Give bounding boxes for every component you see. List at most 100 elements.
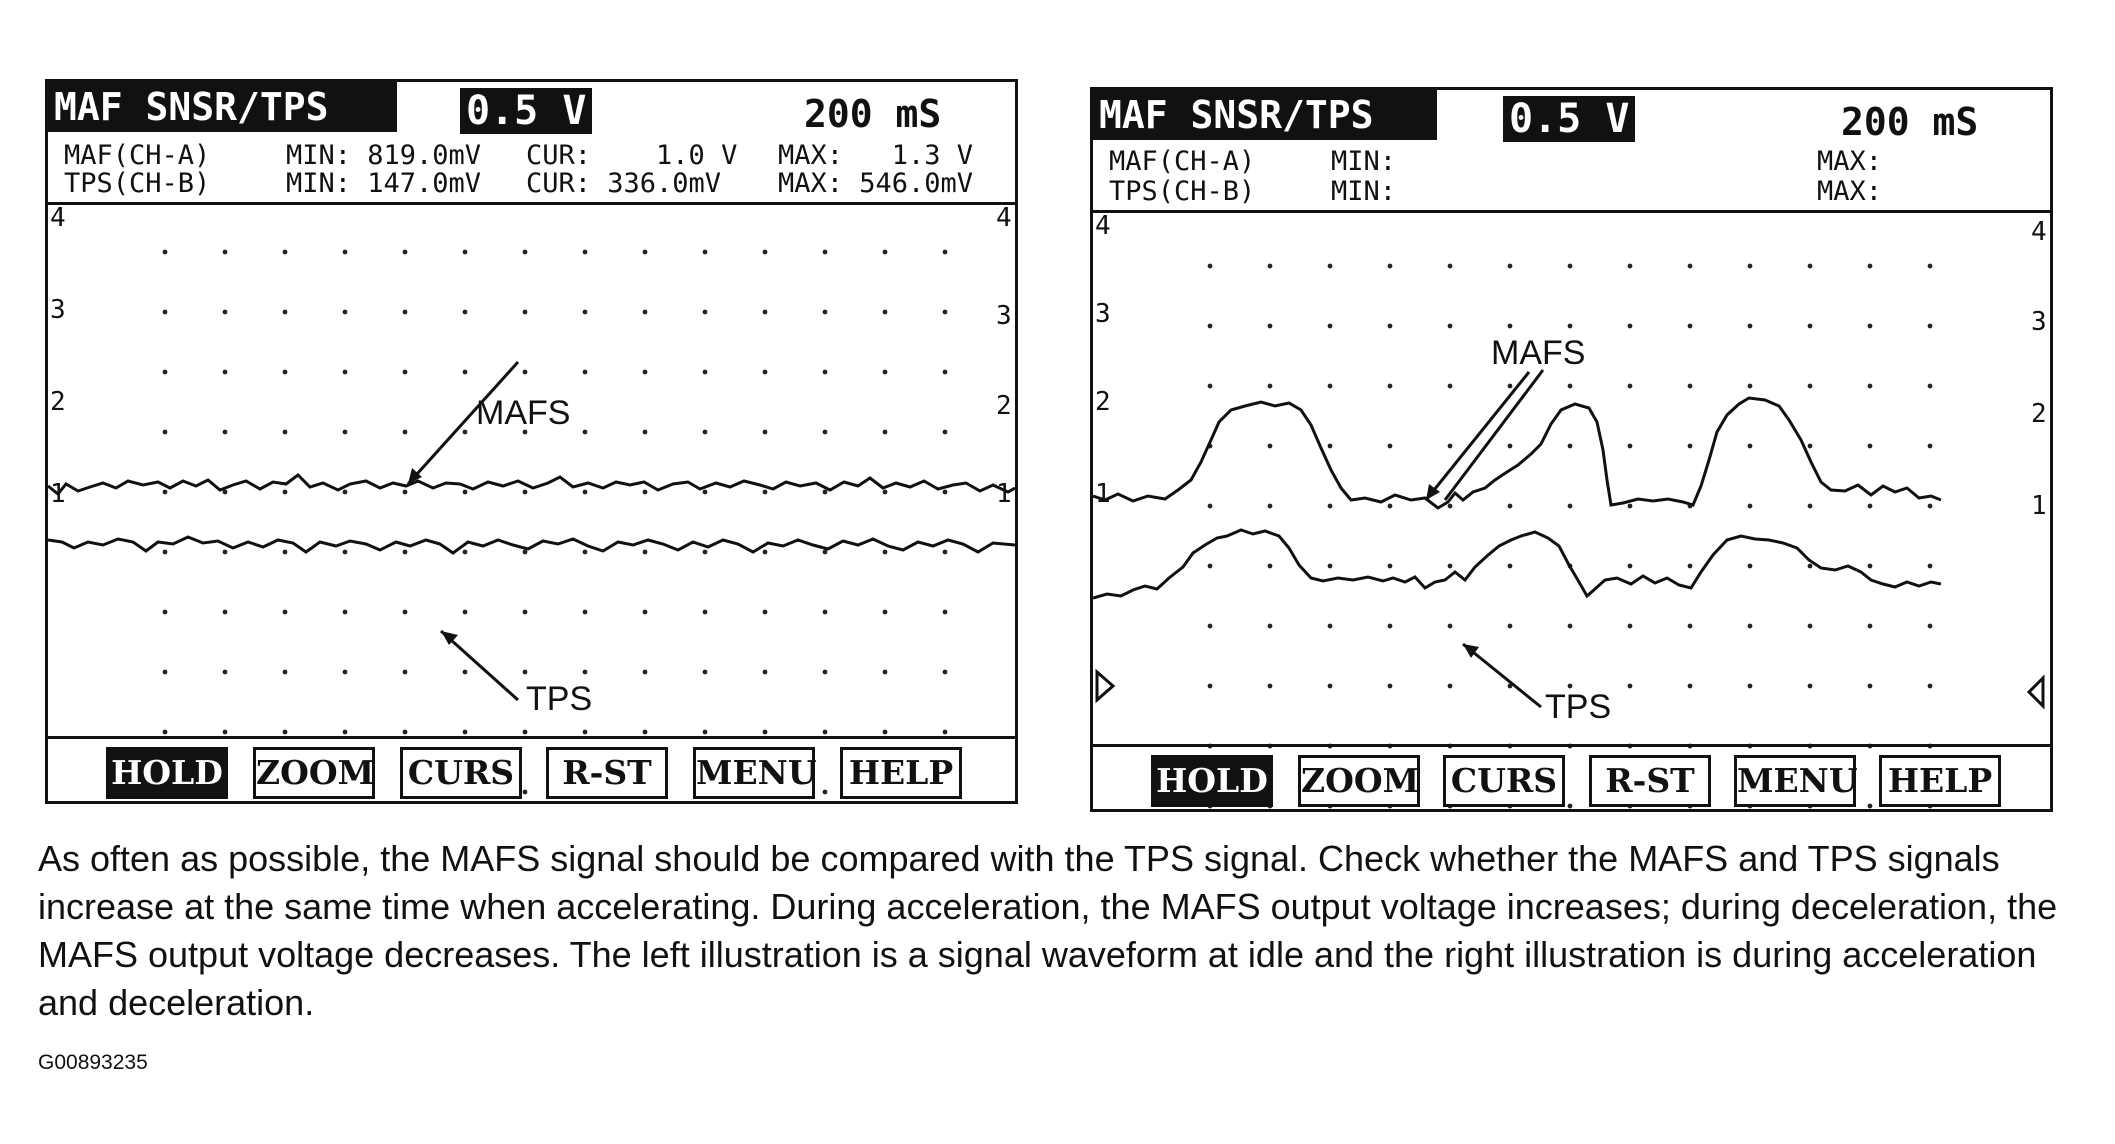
grid-dot xyxy=(222,429,228,435)
grid-dot xyxy=(1387,383,1393,389)
grid-dot xyxy=(282,489,288,495)
grid-dot xyxy=(1447,383,1453,389)
grid-dot xyxy=(762,549,768,555)
grid-dot xyxy=(762,369,768,375)
help-button[interactable]: HELP xyxy=(840,747,962,799)
grid-dot xyxy=(402,489,408,495)
grid-dot xyxy=(882,309,888,315)
grid-dot xyxy=(1207,263,1213,269)
grid-dot xyxy=(1627,263,1633,269)
grid-dot xyxy=(1927,443,1933,449)
grid-dot xyxy=(1867,503,1873,509)
right-scale-1: 1 xyxy=(2031,491,2047,521)
left-scale-1: 1 xyxy=(1095,479,1111,509)
grid-dot xyxy=(162,489,168,495)
grid-dot xyxy=(762,309,768,315)
grid-dot xyxy=(342,249,348,255)
grid-dot xyxy=(1627,323,1633,329)
grid-dot xyxy=(702,429,708,435)
grid-dot xyxy=(282,369,288,375)
grid-dot xyxy=(882,429,888,435)
grid-dot xyxy=(1507,623,1513,629)
grid-dot xyxy=(462,669,468,675)
timebase: 200 mS xyxy=(804,92,942,136)
curs-button[interactable]: CURS xyxy=(400,747,522,799)
waveform-plot: 4 3 2 1 4 3 2 1 MAFS TPS xyxy=(1093,210,2050,827)
grid-dot xyxy=(1267,383,1273,389)
grid-dot xyxy=(522,309,528,315)
r-st-button[interactable]: R-ST xyxy=(1589,755,1711,807)
grid-dot xyxy=(1327,683,1333,689)
grid-dot xyxy=(1327,323,1333,329)
grid-dot xyxy=(822,249,828,255)
r-st-button[interactable]: R-ST xyxy=(546,747,668,799)
channel-b-label: TPS(CH-B) xyxy=(1109,176,1256,207)
grid-dot xyxy=(1867,623,1873,629)
grid-dot xyxy=(642,429,648,435)
grid-dot xyxy=(1387,263,1393,269)
grid-dot xyxy=(1207,383,1213,389)
grid-dot xyxy=(1447,623,1453,629)
grid-dot xyxy=(642,309,648,315)
scope-header: MAF SNSR/TPS 0.5 V 200 mS MAF(CH-A) MIN:… xyxy=(48,82,1015,205)
grid-dot xyxy=(1567,443,1573,449)
grid-dot xyxy=(1627,683,1633,689)
grid-dot xyxy=(282,609,288,615)
hold-button[interactable]: HOLD xyxy=(1151,755,1273,807)
grid-dot xyxy=(222,549,228,555)
grid-dot xyxy=(822,729,828,735)
grid-dot xyxy=(702,609,708,615)
grid-dot xyxy=(882,729,888,735)
grid-dot xyxy=(1567,803,1573,809)
grid-dot xyxy=(222,309,228,315)
channel-b-max: MAX: xyxy=(1817,176,1883,207)
tps-label: TPS xyxy=(1545,688,1611,726)
grid-dot xyxy=(702,489,708,495)
grid-dot xyxy=(942,549,948,555)
zoom-button[interactable]: ZOOM xyxy=(1298,755,1420,807)
grid-dot xyxy=(1747,503,1753,509)
grid-dot xyxy=(1807,623,1813,629)
left-scale-2: 2 xyxy=(50,387,66,417)
grid-dot xyxy=(702,369,708,375)
mafs-trace xyxy=(48,473,1015,497)
grid-dot xyxy=(822,549,828,555)
grid-dot xyxy=(1267,323,1273,329)
grid-dot xyxy=(402,309,408,315)
grid-dot xyxy=(462,309,468,315)
grid-dot xyxy=(522,369,528,375)
channel-a-label: MAF(CH-A) xyxy=(1109,146,1256,177)
channel-a-cur: CUR: 1.0 V xyxy=(526,140,738,171)
grid-dot xyxy=(522,249,528,255)
hold-button[interactable]: HOLD xyxy=(106,747,228,799)
zoom-button[interactable]: ZOOM xyxy=(253,747,375,799)
menu-button[interactable]: MENU xyxy=(693,747,817,799)
grid-dot xyxy=(1867,323,1873,329)
help-button[interactable]: HELP xyxy=(1879,755,2001,807)
channel-b-cur: CUR: 336.0mV xyxy=(526,168,722,199)
grid-dot xyxy=(1267,563,1273,569)
grid-dot xyxy=(1927,623,1933,629)
waveform-svg: 4 3 2 1 4 3 2 1 MAFS TPS xyxy=(1093,211,2047,809)
curs-button[interactable]: CURS xyxy=(1443,755,1565,807)
grid-dot xyxy=(1327,563,1333,569)
grid-dot xyxy=(162,369,168,375)
menu-button[interactable]: MENU xyxy=(1734,755,1858,807)
grid-dot xyxy=(462,369,468,375)
grid-dot xyxy=(1567,683,1573,689)
trigger-marker-left-icon xyxy=(1095,668,1116,704)
grid-dot xyxy=(582,489,588,495)
grid-dot xyxy=(1927,383,1933,389)
grid-dot xyxy=(1927,323,1933,329)
figure-code: G00893235 xyxy=(38,1051,148,1074)
grid-dot xyxy=(582,369,588,375)
grid-dot xyxy=(342,429,348,435)
right-scale-2: 2 xyxy=(2031,399,2047,429)
grid-dot xyxy=(462,249,468,255)
right-scale-1: 1 xyxy=(996,479,1012,509)
grid-dot xyxy=(1387,683,1393,689)
grid-dot xyxy=(402,549,408,555)
grid-dot xyxy=(402,249,408,255)
grid-dot xyxy=(462,609,468,615)
tps-trace xyxy=(1093,528,1942,600)
